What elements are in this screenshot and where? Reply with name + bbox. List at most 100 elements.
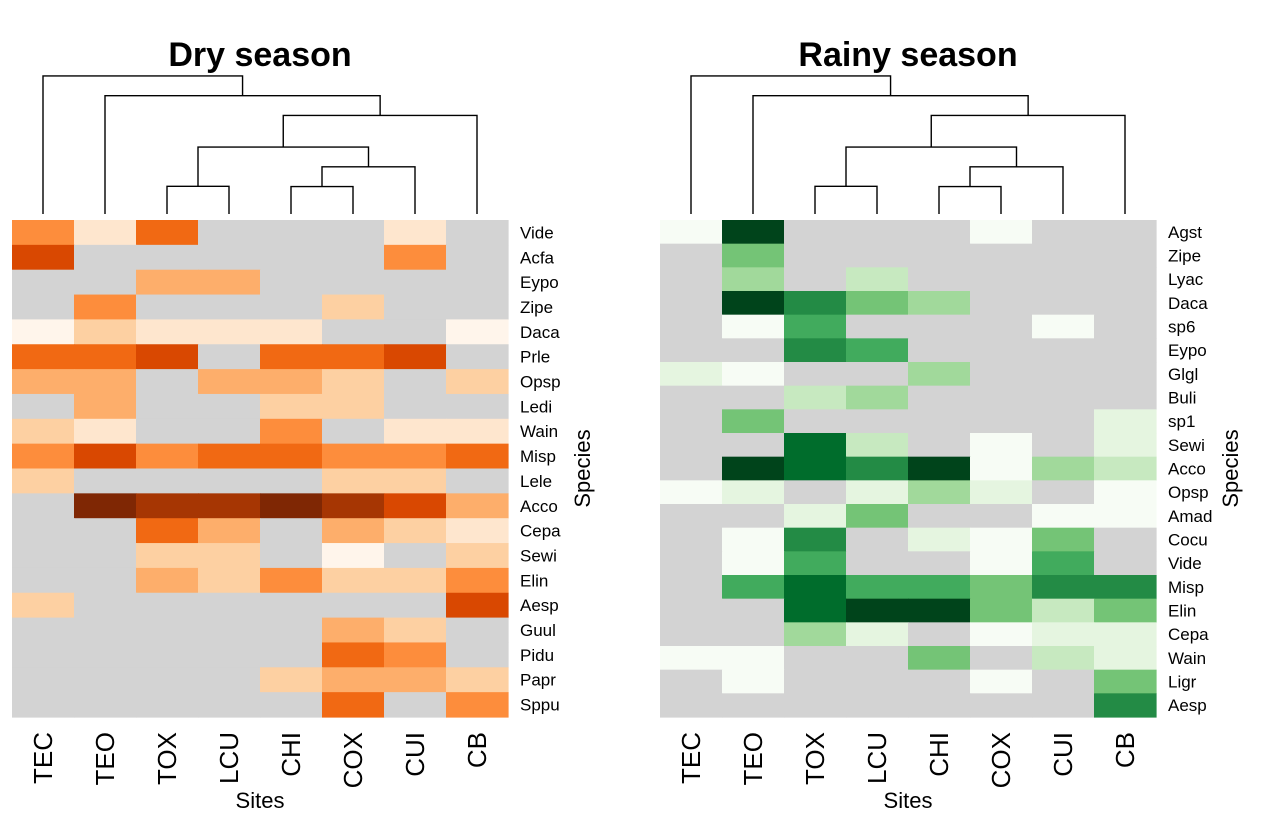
cell-Buli-COX	[970, 385, 1033, 410]
cell-Guul-TEC	[12, 617, 75, 644]
cell-Cocu-LCU	[846, 527, 909, 552]
cell-Papr-TOX	[136, 667, 199, 693]
row-label: Lyac	[1168, 270, 1204, 289]
cell-Acfa-CUI	[384, 244, 447, 271]
cell-Ledi-CB	[446, 393, 509, 420]
row-label: Opsp	[520, 373, 561, 392]
cell-sp6-CB	[1094, 314, 1157, 339]
cell-Daca-COX	[970, 291, 1033, 316]
cell-Prle-CB	[446, 344, 509, 370]
cell-Cepa-CHI	[260, 518, 323, 544]
cell-Misp-CHI	[260, 443, 323, 470]
heatmap-cells	[12, 220, 509, 718]
cell-Lele-LCU	[198, 468, 261, 494]
cell-Acco-CUI	[1032, 456, 1095, 481]
cell-Agst-TOX	[784, 220, 847, 245]
cell-Papr-CB	[446, 667, 509, 693]
row-label: Sewi	[520, 546, 557, 565]
cell-Acco-TEO	[722, 456, 785, 481]
cell-Amad-COX	[970, 504, 1033, 529]
cell-Amad-CB	[1094, 504, 1157, 529]
row-label: Buli	[1168, 389, 1196, 408]
row-label: Pidu	[520, 646, 554, 665]
cell-Ledi-LCU	[198, 393, 261, 420]
heatmap-cells	[660, 220, 1157, 718]
row-label: Guul	[520, 621, 556, 640]
cell-Acco-CHI	[260, 493, 323, 519]
cell-Buli-TEO	[722, 385, 785, 410]
cell-Sppu-CB	[446, 692, 509, 718]
cell-Eypo-TEC	[12, 269, 75, 296]
cell-Cepa-CB	[446, 518, 509, 544]
cell-Vide-CHI	[260, 220, 323, 246]
cell-Cocu-CUI	[1032, 527, 1095, 552]
row-label: Amad	[1168, 507, 1212, 526]
cell-Aesp-COX	[970, 693, 1033, 718]
cell-Lyac-CHI	[908, 267, 971, 292]
cell-Wain-COX	[970, 646, 1033, 671]
cell-Sewi-LCU	[198, 543, 261, 569]
cell-Acco-TOX	[784, 456, 847, 481]
cell-sp1-TOX	[784, 409, 847, 434]
cell-Elin-LCU	[846, 598, 909, 623]
column-dendrogram	[690, 75, 1126, 214]
cell-Amad-CUI	[1032, 504, 1095, 529]
cell-Agst-CUI	[1032, 220, 1095, 245]
cell-Ledi-TEC	[12, 393, 75, 420]
row-label: Vide	[1168, 554, 1202, 573]
cell-Aesp-LCU	[198, 592, 261, 619]
cell-Sewi-TOX	[784, 433, 847, 458]
row-label: sp6	[1168, 318, 1195, 337]
cell-Wain-LCU	[846, 646, 909, 671]
cell-Aesp-TOX	[784, 693, 847, 718]
x-axis-label: Sites	[236, 788, 285, 813]
column-label: CB	[1110, 732, 1140, 768]
cell-sp1-CUI	[1032, 409, 1095, 434]
cell-Daca-CHI	[260, 319, 323, 345]
cell-sp1-CB	[1094, 409, 1157, 434]
cell-Prle-TOX	[136, 344, 199, 370]
cell-Ligr-TEO	[722, 669, 785, 694]
cell-Misp-TOX	[784, 575, 847, 600]
row-label: Aesp	[520, 596, 559, 615]
cell-Sewi-LCU	[846, 433, 909, 458]
cell-Papr-TEC	[12, 667, 75, 693]
cell-Elin-TEC	[660, 598, 723, 623]
cell-Lyac-LCU	[846, 267, 909, 292]
cell-Pidu-CB	[446, 642, 509, 668]
cell-Vide-CB	[1094, 551, 1157, 576]
cell-Cepa-CUI	[384, 518, 447, 544]
cell-Zipe-CB	[1094, 243, 1157, 268]
cell-Prle-CHI	[260, 344, 323, 370]
cell-Aesp-LCU	[846, 693, 909, 718]
cell-Glgl-CHI	[908, 362, 971, 387]
cell-Zipe-COX	[970, 243, 1033, 268]
cell-Guul-CB	[446, 617, 509, 644]
cell-Vide-CUI	[384, 220, 447, 246]
cell-Vide-TOX	[136, 220, 199, 246]
cell-Sewi-TEC	[12, 543, 75, 569]
cell-Misp-COX	[322, 443, 385, 470]
row-label: Prle	[520, 348, 550, 367]
cell-Prle-TEO	[74, 344, 137, 370]
cell-Pidu-COX	[322, 642, 385, 668]
cell-Agst-CB	[1094, 220, 1157, 245]
dendrogram-branch	[42, 75, 244, 214]
cell-Prle-LCU	[198, 344, 261, 370]
row-label: Cepa	[520, 522, 561, 541]
cell-Elin-CB	[446, 567, 509, 594]
cell-Vide-COX	[970, 551, 1033, 576]
cell-Aesp-CHI	[260, 592, 323, 619]
cell-Amad-TOX	[784, 504, 847, 529]
cell-Glgl-TEC	[660, 362, 723, 387]
cell-Eypo-LCU	[198, 269, 261, 296]
cell-sp6-TEO	[722, 314, 785, 339]
row-label: Elin	[520, 571, 548, 590]
cell-Opsp-TEO	[74, 369, 137, 395]
cell-Acco-TOX	[136, 493, 199, 519]
cell-Vide-TEO	[74, 220, 137, 246]
column-label: CUI	[400, 732, 430, 777]
row-label: Acco	[1168, 460, 1206, 479]
cell-Sewi-CUI	[1032, 433, 1095, 458]
cell-Sewi-CB	[1094, 433, 1157, 458]
